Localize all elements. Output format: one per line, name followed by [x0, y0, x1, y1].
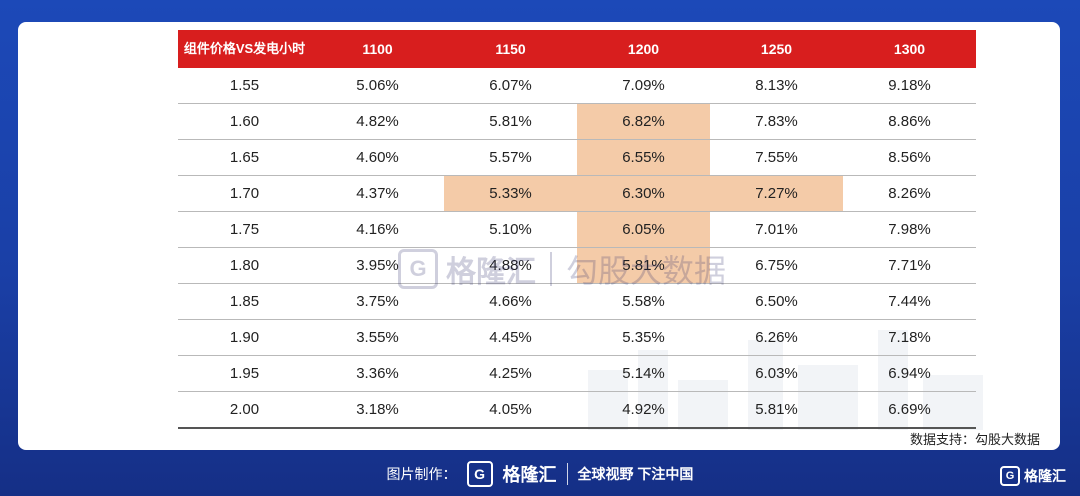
row-header-cell: 1.95: [178, 355, 311, 392]
table-cell: 5.35%: [577, 319, 710, 356]
footer-slogan: 全球视野 下注中国: [577, 466, 694, 482]
corner-header: 组件价格VS发电小时: [178, 30, 311, 68]
table-cell: 8.56%: [843, 139, 976, 176]
table-cell: 6.69%: [843, 391, 976, 429]
table-cell: 6.03%: [710, 355, 843, 392]
row-header-cell: 1.65: [178, 139, 311, 176]
footer-divider: [566, 463, 568, 485]
column-header: 1150: [444, 30, 577, 68]
table-cell: 3.95%: [311, 247, 444, 284]
table-cell: 3.18%: [311, 391, 444, 429]
column-header: 1250: [710, 30, 843, 68]
brand-logo-icon: G: [466, 461, 493, 487]
table-cell: 5.06%: [311, 68, 444, 104]
table-cell: 4.25%: [444, 355, 577, 392]
table-row: 1.85 3.75% 4.66% 5.58% 6.50% 7.44%: [178, 283, 976, 320]
table-cell: 7.55%: [710, 139, 843, 176]
table-cell: 4.82%: [311, 103, 444, 140]
table-cell: 6.26%: [710, 319, 843, 356]
table-row: 1.75 4.16% 5.10% 6.05% 7.01% 7.98%: [178, 211, 976, 248]
table-cell: 4.16%: [311, 211, 444, 248]
table-row: 1.65 4.60% 5.57% 6.55% 7.55% 8.56%: [178, 139, 976, 176]
table-row: 1.60 4.82% 5.81% 6.82% 7.83% 8.86%: [178, 103, 976, 140]
table-cell: 6.50%: [710, 283, 843, 320]
footer: 图片制作： G 格隆汇 全球视野 下注中国: [0, 452, 1080, 496]
table-cell: 7.98%: [843, 211, 976, 248]
table-cell: 3.36%: [311, 355, 444, 392]
table-cell: 7.71%: [843, 247, 976, 284]
table-header-row: 组件价格VS发电小时 1100 1150 1200 1250 1300: [178, 30, 976, 68]
source-note: 数据支持：勾股大数据: [909, 432, 1040, 447]
table-cell: 8.86%: [843, 103, 976, 140]
table-cell: 4.66%: [444, 283, 577, 320]
corner-brand-text: 格隆汇: [1024, 468, 1066, 484]
table-cell: 5.14%: [577, 355, 710, 392]
table-cell: 8.13%: [710, 68, 843, 104]
table-cell: 6.75%: [710, 247, 843, 284]
table-cell: 6.07%: [444, 68, 577, 104]
table-cell: 4.37%: [311, 175, 444, 212]
row-header-cell: 2.00: [178, 391, 311, 429]
corner-logo-icon: G: [1000, 466, 1020, 486]
table-cell: 5.57%: [444, 139, 577, 176]
corner-brand: G 格隆汇: [1000, 466, 1066, 486]
table-cell: 6.82%: [577, 103, 710, 140]
irr-table: 组件价格VS发电小时 1100 1150 1200 1250 1300 1.55…: [178, 30, 976, 429]
table-cell: 4.92%: [577, 391, 710, 429]
table-row: 2.00 3.18% 4.05% 4.92% 5.81% 6.69%: [178, 391, 976, 429]
table-cell: 7.44%: [843, 283, 976, 320]
row-header-cell: 1.55: [178, 68, 311, 104]
table-cell: 5.81%: [444, 103, 577, 140]
table-cell: 7.18%: [843, 319, 976, 356]
row-header-cell: 1.85: [178, 283, 311, 320]
table-cell: 5.33%: [444, 175, 577, 212]
table-cell: 3.55%: [311, 319, 444, 356]
table-card: 组件价格VS发电小时 1100 1150 1200 1250 1300 1.55…: [18, 22, 1060, 450]
table-cell: 5.58%: [577, 283, 710, 320]
table-cell: 7.83%: [710, 103, 843, 140]
row-header-cell: 1.90: [178, 319, 311, 356]
column-header: 1300: [843, 30, 976, 68]
table-cell: 7.09%: [577, 68, 710, 104]
table-row: 1.80 3.95% 4.88% 5.81% 6.75% 7.71%: [178, 247, 976, 284]
table-cell: 5.10%: [444, 211, 577, 248]
table-cell: 7.01%: [710, 211, 843, 248]
table-cell: 3.75%: [311, 283, 444, 320]
table-cell: 4.60%: [311, 139, 444, 176]
table-cell: 4.88%: [444, 247, 577, 284]
table-cell: 5.81%: [577, 247, 710, 284]
table-cell: 4.05%: [444, 391, 577, 429]
table-row: 1.70 4.37% 5.33% 6.30% 7.27% 8.26%: [178, 175, 976, 212]
table-cell: 6.05%: [577, 211, 710, 248]
row-header-cell: 1.60: [178, 103, 311, 140]
table-cell: 7.27%: [710, 175, 843, 212]
table-row: 1.90 3.55% 4.45% 5.35% 6.26% 7.18%: [178, 319, 976, 356]
column-header: 1200: [577, 30, 710, 68]
table-cell: 4.45%: [444, 319, 577, 356]
table-cell: 5.81%: [710, 391, 843, 429]
row-header-cell: 1.75: [178, 211, 311, 248]
table-cell: 9.18%: [843, 68, 976, 104]
table-cell: 6.55%: [577, 139, 710, 176]
table-cell: 8.26%: [843, 175, 976, 212]
table-cell: 6.94%: [843, 355, 976, 392]
table-cell: 6.30%: [577, 175, 710, 212]
table-row: 1.55 5.06% 6.07% 7.09% 8.13% 9.18%: [178, 68, 976, 104]
row-header-cell: 1.70: [178, 175, 311, 212]
column-header: 1100: [311, 30, 444, 68]
table-row: 1.95 3.36% 4.25% 5.14% 6.03% 6.94%: [178, 355, 976, 392]
footer-brand: 格隆汇: [502, 465, 557, 485]
made-by-label: 图片制作：: [386, 466, 457, 482]
row-header-cell: 1.80: [178, 247, 311, 284]
